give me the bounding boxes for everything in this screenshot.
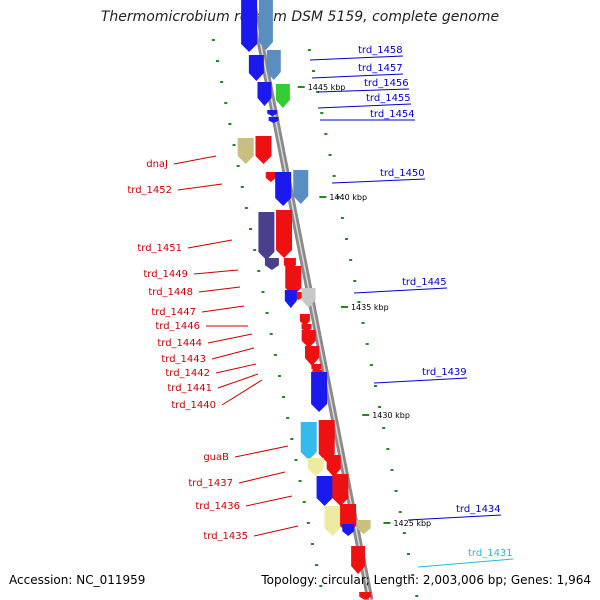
right-gene-label: trd_1431 <box>468 548 513 559</box>
label-leader-line <box>238 471 286 484</box>
left-gene-labels: dnaJ trd_1452 trd_1451 trd_1449 trd_1448 trd_… <box>127 159 248 542</box>
gene-arrow <box>351 546 366 574</box>
gene-arrow <box>316 476 333 506</box>
gene-arrow <box>276 210 293 258</box>
gene-arrow <box>342 524 355 536</box>
label-leader-line <box>187 239 233 249</box>
left-gene-label: trd_1440 <box>171 400 216 411</box>
gene-arrow <box>301 330 316 348</box>
label-leader-line <box>417 558 514 568</box>
label-leader-line <box>245 495 293 507</box>
label-leader-line <box>173 155 217 165</box>
right-gene-label: trd_1434 <box>456 504 501 515</box>
map-title: Thermomicrobium roseum DSM 5159, complet… <box>100 9 500 25</box>
right-gene-label: trd_1455 <box>366 93 411 104</box>
gene-arrow <box>241 0 258 52</box>
left-gene-label: dnaJ <box>146 159 168 170</box>
left-gene-label: trd_1435 <box>203 531 248 542</box>
label-leader-lines <box>173 55 514 568</box>
right-gene-labels: trd_1458 trd_1457 trd_1456 trd_1455 trd_1454… <box>358 45 513 559</box>
gene-arrow <box>359 592 372 600</box>
label-leader-line <box>207 333 253 344</box>
gene-arrow <box>307 458 324 476</box>
left-gene-label: trd_1444 <box>157 338 202 349</box>
gene-arrow <box>237 138 254 164</box>
scale-label: 1430 kbp <box>372 411 410 420</box>
label-leader-line <box>407 514 502 521</box>
scale-label: 1435 kbp <box>351 303 389 312</box>
right-gene-label: trd_1450 <box>380 168 425 179</box>
gene-arrow <box>305 346 320 366</box>
left-gene-label: trd_1446 <box>155 321 200 332</box>
gene-arrow <box>264 258 279 270</box>
label-leader-line <box>311 73 404 79</box>
gene-arrow <box>255 136 272 164</box>
gene-arrow <box>266 50 281 80</box>
gene-arrow <box>300 422 317 460</box>
gene-arrow <box>301 288 316 308</box>
scale-label: 1440 kbp <box>329 193 367 202</box>
scale-labels: 1445 kbp 1440 kbp 1435 kbp 1430 kbp 1425 kbp <box>297 83 431 528</box>
genome-summary-text: Topology: circular; Length: 2,003,006 bp… <box>261 573 591 587</box>
label-leader-line <box>309 55 404 61</box>
label-leader-line <box>353 287 448 294</box>
gene-features <box>237 0 372 600</box>
label-leader-line <box>221 379 263 406</box>
gene-arrow <box>258 0 273 50</box>
scale-ticks <box>211 39 419 597</box>
left-gene-label: trd_1437 <box>188 478 233 489</box>
left-gene-label: trd_1451 <box>137 243 182 254</box>
gene-arrow <box>324 506 341 536</box>
left-gene-label: trd_1442 <box>165 368 210 379</box>
label-leader-line <box>211 347 255 360</box>
gene-arrow <box>293 170 309 204</box>
label-leader-line <box>198 286 241 293</box>
gene-arrow <box>275 172 292 206</box>
label-leader-line <box>201 305 245 313</box>
label-leader-line <box>373 377 468 384</box>
label-leader-line <box>317 88 410 93</box>
gene-arrow <box>332 474 349 506</box>
gene-arrow <box>248 55 264 81</box>
left-gene-label: trd_1443 <box>161 354 206 365</box>
gene-arrow <box>275 84 290 108</box>
label-leader-line <box>193 269 239 275</box>
label-leader-line <box>217 373 259 389</box>
gene-arrow <box>268 117 279 123</box>
gene-arrow <box>326 455 341 477</box>
gene-arrow <box>299 314 310 326</box>
left-gene-label: trd_1452 <box>127 185 172 196</box>
label-leader-line <box>331 178 426 184</box>
accession-text: Accession: NC_011959 <box>9 573 146 587</box>
right-gene-label: trd_1457 <box>358 63 403 74</box>
gene-arrow <box>356 520 371 534</box>
gene-arrow <box>311 372 328 412</box>
left-gene-label: trd_1436 <box>195 501 240 512</box>
gene-arrow <box>284 290 297 308</box>
gene-arrow <box>258 212 275 260</box>
scale-label: 1445 kbp <box>308 83 346 92</box>
right-gene-label: trd_1445 <box>402 277 447 288</box>
right-gene-label: trd_1458 <box>358 45 403 56</box>
gene-arrow <box>318 420 335 462</box>
gene-arrow <box>265 172 276 182</box>
label-leader-line <box>317 103 412 109</box>
label-leader-line <box>177 183 223 191</box>
label-leader-line <box>234 445 289 458</box>
left-gene-label: guaB <box>203 452 229 463</box>
right-gene-label: trd_1456 <box>364 78 409 89</box>
left-gene-label: trd_1441 <box>167 383 212 394</box>
left-gene-label: trd_1448 <box>148 287 193 298</box>
right-gene-label: trd_1454 <box>370 109 415 120</box>
left-gene-label: trd_1449 <box>143 269 188 280</box>
gene-arrow <box>285 266 302 296</box>
left-gene-label: trd_1447 <box>151 307 196 318</box>
gene-arrow <box>267 110 278 116</box>
label-leader-line <box>215 363 257 374</box>
right-gene-label: trd_1439 <box>422 367 467 378</box>
scale-label: 1425 kbp <box>393 519 431 528</box>
label-leader-line <box>253 525 299 537</box>
gene-arrow <box>257 82 272 106</box>
